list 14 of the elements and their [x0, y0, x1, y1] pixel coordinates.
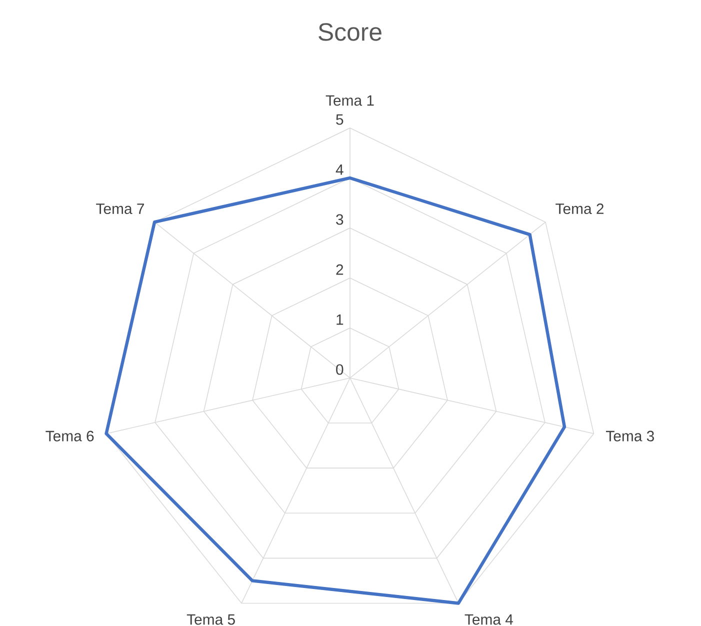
y-tick-label: 5: [336, 114, 344, 125]
y-tick-label: 4: [336, 164, 344, 175]
y-tick-label: 2: [336, 264, 344, 275]
spoke-label: Tema 3: [606, 430, 654, 442]
spoke-label: Tema 2: [556, 204, 604, 214]
y-tick-label: 3: [336, 214, 344, 225]
spoke-label: Tema 1: [326, 95, 374, 106]
spoke-label: Tema 6: [46, 430, 94, 442]
spoke-label: Tema 7: [96, 204, 144, 214]
y-tick-label: 1: [336, 314, 344, 325]
chart-title: Score: [318, 23, 382, 41]
spoke-label: Tema 4: [464, 614, 513, 625]
y-tick-label: 0: [336, 364, 344, 375]
spoke-label: Tema 5: [186, 614, 235, 625]
